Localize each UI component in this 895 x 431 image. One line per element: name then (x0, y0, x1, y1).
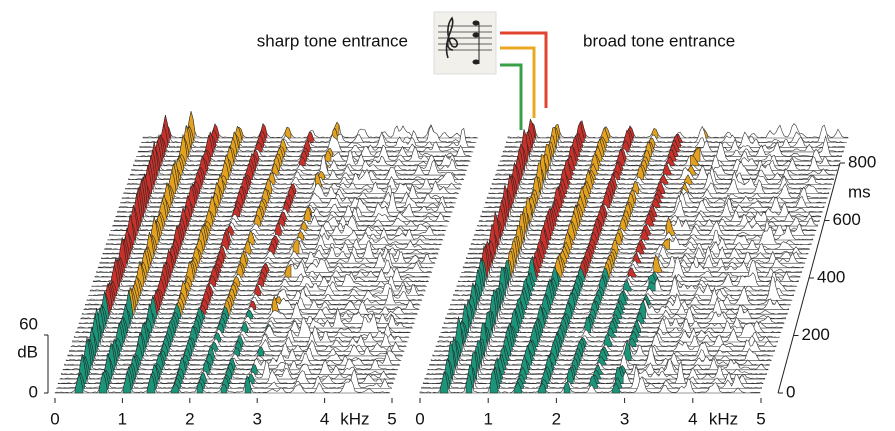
harmonic-ridge (146, 373, 156, 394)
x-tick-label: 5 (756, 409, 765, 428)
x-unit: kHz (340, 409, 369, 428)
spectrum-trace (77, 303, 414, 329)
harmonic-ridge (74, 372, 84, 394)
harmonic-ridge (196, 381, 204, 394)
treble-clef (445, 16, 459, 59)
z-tick-label: 60 (19, 314, 38, 333)
time-tick-label: 0 (786, 382, 795, 401)
spectrum-trace (125, 160, 462, 190)
spectrum-trace (437, 319, 778, 343)
harmonic-ridge (122, 370, 132, 394)
spectrum-trace (434, 316, 775, 352)
spectrum-trace (466, 236, 807, 259)
right-title: broad tone entrance (583, 31, 735, 50)
spectrum-trace (482, 190, 823, 213)
waterfall-plots (54, 111, 849, 394)
x-tick-label: 0 (50, 409, 59, 428)
spectrum-trace (462, 240, 804, 269)
spectrum-trace (493, 154, 834, 181)
x-tick-label: 0 (415, 409, 424, 428)
note-connectors (500, 31, 548, 130)
x-tick-label: 5 (387, 409, 396, 428)
x-tick-label: 1 (483, 409, 492, 428)
harmonic-ridge (98, 371, 108, 394)
x-tick-label: 1 (118, 409, 127, 428)
harmonic-ridge (537, 382, 547, 394)
spectrum-trace (128, 149, 465, 181)
score-background (433, 11, 497, 75)
spectrum-trace (470, 211, 812, 245)
harmonic-ridge (170, 383, 180, 394)
x-tick-label: 2 (552, 409, 561, 428)
spectrum-trace (72, 308, 408, 343)
spectrum-trace (85, 282, 421, 306)
x-unit: kHz (709, 409, 738, 428)
notes (472, 20, 480, 65)
spectrum-trace (142, 111, 479, 139)
spectrum-trace (81, 287, 418, 315)
time-tick-label: 200 (802, 325, 830, 344)
x-tick-label: 3 (620, 409, 629, 428)
time-tick-label: 600 (833, 210, 861, 229)
spectrum-trace (78, 305, 416, 324)
harmonic-ridge (244, 375, 252, 394)
axes: 0 1 2 3 4 5 kHz 0 1 2 3 4 5 kHz 0 60 dB 0 200 400 600 800 ms (17, 152, 876, 428)
x-tick-label: 4 (688, 409, 697, 428)
x-tick-label: 4 (320, 409, 329, 428)
orange-connector (500, 46, 536, 118)
spectrum-trace (139, 123, 475, 148)
spectrum-trace (86, 280, 423, 301)
score-icon (433, 11, 497, 75)
harmonic-ridge (220, 384, 228, 394)
spectrum-trace (419, 368, 761, 394)
time-tick-label: 400 (817, 267, 845, 286)
spectrum-trace (73, 316, 410, 338)
green-connector (500, 63, 523, 130)
x-tick-label: 3 (252, 409, 261, 428)
harmonic-ridge (439, 371, 449, 394)
harmonic-ridge (489, 368, 499, 394)
harmonic-ridge (563, 382, 571, 394)
harmonic-ridge (513, 381, 523, 394)
x-tick-label: 2 (185, 409, 194, 428)
z-unit: dB (17, 342, 38, 361)
red-connector (500, 31, 548, 108)
spectrum-trace (129, 141, 466, 176)
z-tick-label: 0 (29, 382, 38, 401)
time-tick-label: 800 (848, 152, 876, 171)
spectrum-trace (101, 231, 438, 259)
spectrum-trace (97, 237, 434, 269)
spectrum-trace (126, 154, 463, 185)
time-unit: ms (848, 182, 871, 201)
harmonic-ridge (611, 382, 621, 394)
harmonic-ridge (465, 375, 473, 394)
left-title: sharp tone entrance (257, 31, 408, 50)
